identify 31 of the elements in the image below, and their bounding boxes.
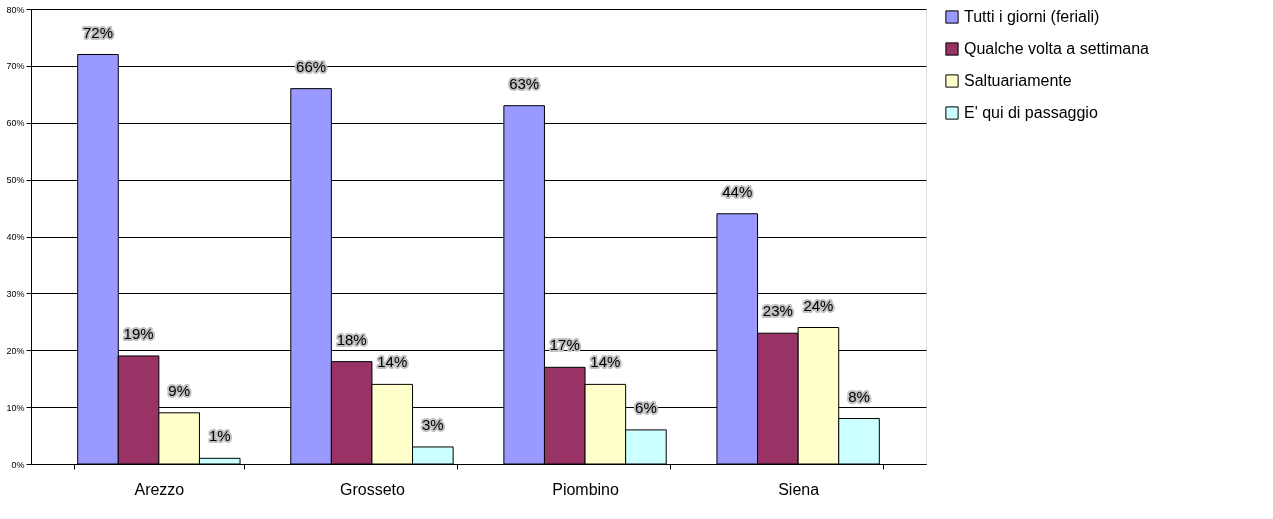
data-label: 19% bbox=[123, 324, 154, 342]
y-tick-label: 20% bbox=[6, 345, 25, 356]
y-tick-label: 60% bbox=[6, 118, 25, 129]
data-label: 18% bbox=[336, 330, 367, 348]
y-tick-label: 0% bbox=[11, 459, 25, 470]
data-label: 24% bbox=[803, 296, 834, 314]
data-label: 3% bbox=[421, 415, 444, 433]
y-tick-label: 70% bbox=[6, 61, 25, 72]
legend-label: Tutti i giorni (feriali) bbox=[964, 8, 1100, 25]
x-tick-label: Arezzo bbox=[134, 480, 185, 498]
y-tick-label: 40% bbox=[6, 232, 25, 242]
x-tick-label: Grosseto bbox=[339, 480, 406, 498]
data-label: 44% bbox=[722, 182, 753, 200]
y-tick-label: 10% bbox=[6, 402, 25, 413]
y-tick-label: 30% bbox=[6, 288, 25, 299]
data-label: 14% bbox=[377, 353, 408, 371]
legend-label: E' qui di passaggio bbox=[964, 104, 1098, 121]
data-label: 9% bbox=[168, 381, 190, 399]
data-label: 17% bbox=[549, 336, 580, 354]
data-label: 14% bbox=[590, 353, 621, 371]
legend-label: Saltuariamente bbox=[964, 72, 1072, 89]
y-tick-label: 80% bbox=[6, 4, 25, 15]
data-label: 72% bbox=[82, 23, 113, 41]
data-label: 1% bbox=[208, 427, 231, 445]
data-label: 23% bbox=[762, 302, 793, 320]
data-label: 8% bbox=[848, 387, 870, 405]
legend-label: Qualche volta a settimana bbox=[964, 40, 1150, 57]
y-tick-label: 50% bbox=[6, 175, 25, 186]
x-tick-label: Piombino bbox=[552, 480, 619, 498]
data-label: 63% bbox=[509, 74, 540, 92]
x-tick-label: Siena bbox=[778, 480, 820, 498]
